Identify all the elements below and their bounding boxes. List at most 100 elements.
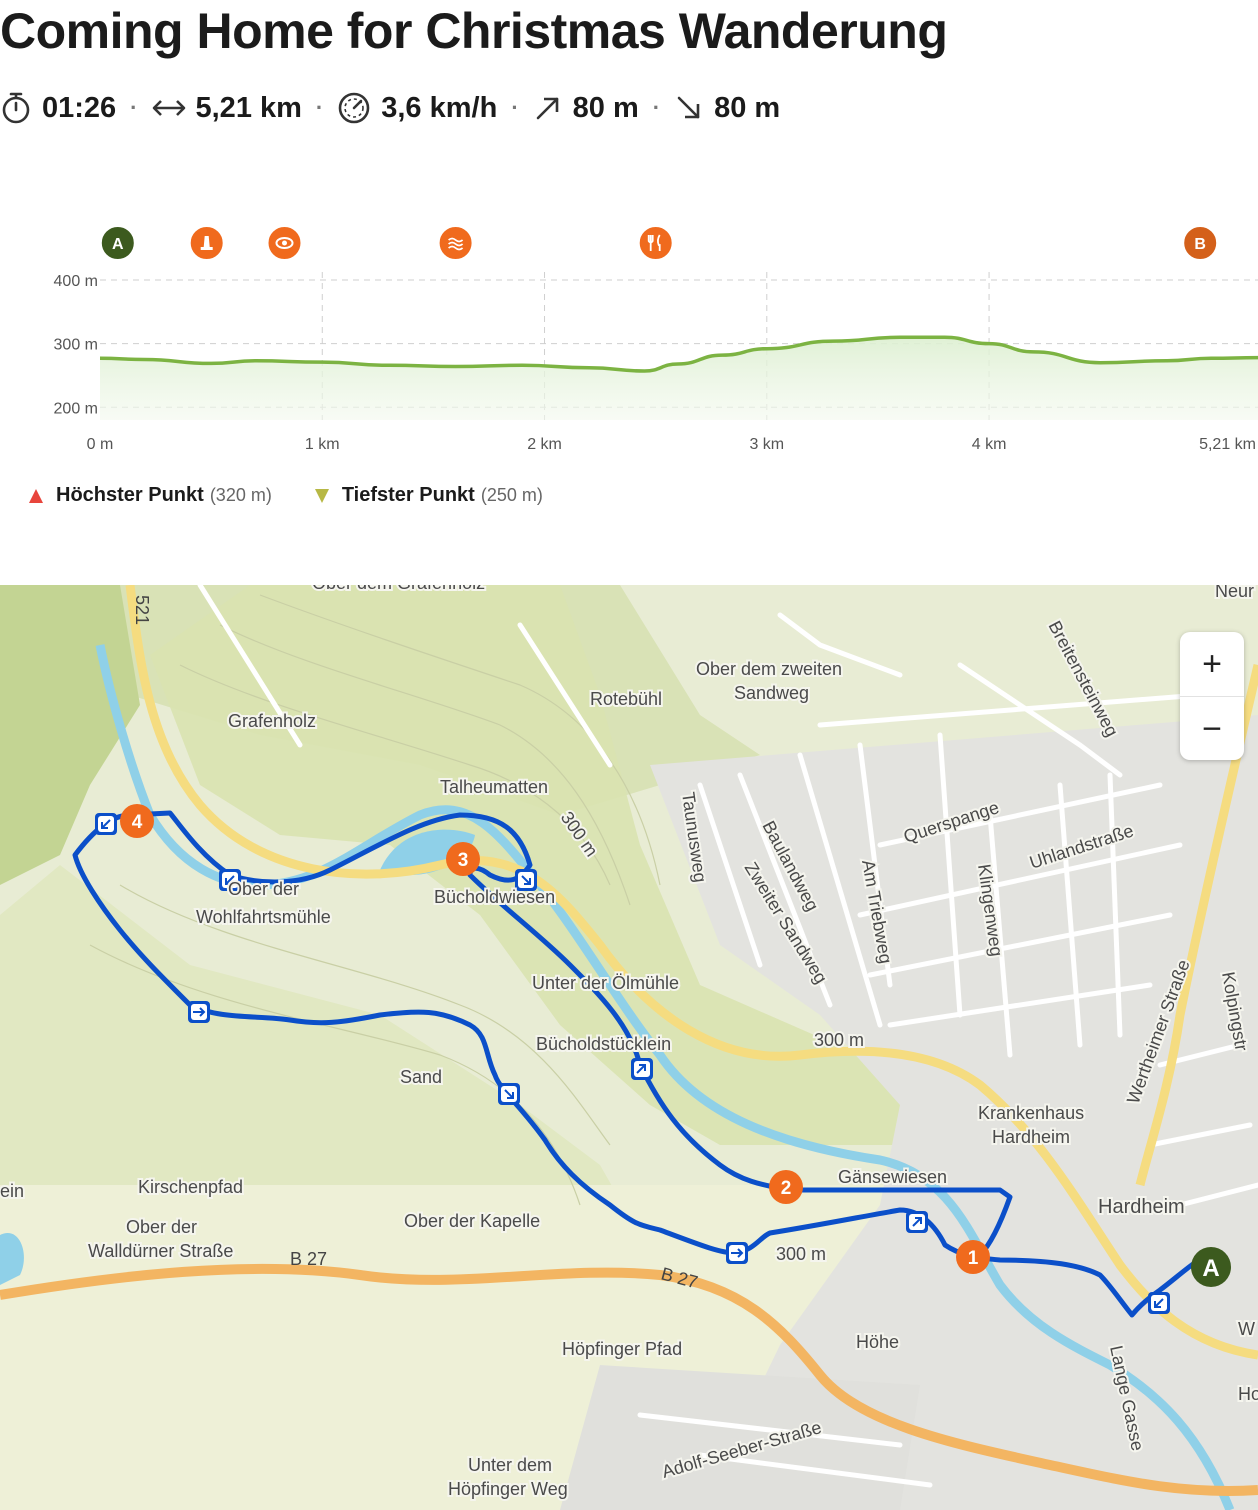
zoom-controls: + −	[1180, 632, 1244, 760]
elevation-profile[interactable]: A B 200 m 300 m 400 m 0 m 1 km 2 km 3 km 4 km 5,2…	[0, 215, 1258, 465]
svg-text:4: 4	[132, 812, 143, 833]
separator: ·	[315, 95, 324, 120]
place-label: Grafenholz	[228, 711, 316, 731]
svg-text:A: A	[112, 236, 124, 253]
river	[95, 644, 1235, 1510]
lowest-point: Tiefster Punkt (250 m)	[314, 484, 543, 507]
separator: ·	[511, 95, 519, 120]
speed-value: 3,6 km/h	[381, 91, 498, 124]
highest-label: Höchster Punkt	[56, 484, 204, 506]
elevation-legend: Höchster Punkt (320 m) Tiefster Punkt (2…	[28, 484, 585, 507]
place-label: Ho	[1238, 1384, 1258, 1404]
place-label: Bücholdwiesen	[434, 887, 555, 907]
ascent-value: 80 m	[572, 91, 639, 124]
stopwatch-icon	[2, 92, 30, 124]
y-tick-label: 300 m	[54, 337, 98, 354]
direction-arrow-icon	[631, 1058, 653, 1080]
elevation-line	[99, 335, 1258, 373]
descent-stat: 80 m	[674, 92, 780, 125]
x-tick-label: 4 km	[972, 436, 1007, 453]
place-label: Höpfinger Weg	[448, 1479, 568, 1499]
waypoint-4[interactable]: 4	[120, 804, 154, 838]
page-title: Coming Home for Christmas Wanderung	[0, 3, 948, 59]
place-label: Sandweg	[734, 683, 809, 703]
road-b27	[0, 1263, 1258, 1496]
waypoint-1[interactable]: 1	[956, 1240, 990, 1274]
waypoint-3[interactable]: 3	[446, 842, 480, 876]
direction-arrow-icon	[726, 1242, 748, 1264]
zoom-in-button[interactable]: +	[1202, 644, 1222, 683]
start-marker[interactable]: A	[1191, 1247, 1231, 1287]
place-label: Ober der	[126, 1217, 197, 1237]
svg-text:A: A	[1202, 1255, 1219, 1282]
map-canvas[interactable]: Ober dem Grafenholz Neur Grafenholz Rote…	[0, 585, 1258, 1510]
duration-stat: 01:26	[0, 91, 116, 125]
monument-icon[interactable]	[188, 225, 225, 261]
direction-markers	[95, 813, 1170, 1314]
place-label: Talheumatten	[440, 777, 548, 797]
svg-text:B: B	[1194, 236, 1206, 253]
end-marker[interactable]: B	[1182, 225, 1219, 261]
duration-value: 01:26	[42, 91, 117, 124]
distance-stat: 5,21 km	[152, 92, 302, 125]
y-tick-label: 400 m	[54, 273, 98, 290]
distance-arrows-icon	[152, 100, 185, 116]
place-label: Kirschenpfad	[138, 1177, 243, 1197]
start-marker[interactable]: A	[99, 225, 136, 261]
place-label: Unter der Ölmühle	[532, 973, 679, 993]
place-label: Unter dem	[468, 1455, 552, 1475]
direction-arrow-icon	[498, 1083, 520, 1105]
pond	[0, 1233, 24, 1285]
x-tick-label: 1 km	[305, 436, 340, 453]
y-tick-label: 200 m	[54, 400, 98, 417]
place-label: Ober dem Grafenholz	[312, 585, 485, 593]
contour-label: 300 m	[776, 1244, 826, 1264]
direction-arrow-icon	[219, 869, 241, 891]
distance-value: 5,21 km	[195, 91, 302, 124]
speed-stat: 3,6 km/h	[337, 91, 497, 125]
lowest-value: (250 m)	[480, 485, 543, 505]
direction-arrow-icon	[906, 1211, 928, 1233]
direction-arrow-icon	[515, 869, 537, 891]
place-label: Neur	[1215, 585, 1254, 601]
descent-value: 80 m	[714, 91, 781, 124]
place-label: W	[1238, 1319, 1255, 1339]
town-label: Hardheim	[1098, 1196, 1185, 1218]
arrow-down-right-icon	[677, 96, 700, 119]
place-label: Krankenhaus	[978, 1103, 1084, 1123]
wertheimer-strasse	[1135, 663, 1258, 1187]
ascent-stat: 80 m	[533, 92, 639, 125]
place-label: ein	[0, 1181, 24, 1201]
place-label: Walldürner Straße	[88, 1241, 233, 1261]
x-tick-label: 3 km	[749, 436, 784, 453]
road-b27a	[125, 585, 1258, 1360]
restaurant-icon[interactable]	[637, 225, 674, 261]
highest-point: Höchster Punkt (320 m)	[28, 484, 272, 507]
x-tick-label: 0 m	[87, 436, 114, 453]
place-label: Höpfinger Pfad	[562, 1339, 682, 1359]
water-icon[interactable]	[437, 225, 474, 261]
speedometer-icon	[338, 92, 370, 124]
direction-arrow-icon	[188, 1001, 210, 1023]
separator: ·	[652, 95, 661, 120]
lowest-label: Tiefster Punkt	[341, 484, 475, 506]
place-label: Gänsewiesen	[838, 1167, 947, 1187]
town-area	[650, 715, 1258, 1510]
contour-label: 300 m	[814, 1030, 864, 1050]
svg-text:3: 3	[458, 850, 469, 871]
field-area	[0, 865, 640, 1245]
route-map[interactable]: Ober dem Grafenholz Neur Grafenholz Rote…	[0, 585, 1258, 1510]
zoom-out-button[interactable]: −	[1180, 696, 1244, 761]
place-label: Rotebühl	[590, 689, 662, 709]
eye-icon[interactable]	[266, 225, 303, 261]
place-label: Ober dem zweiten	[696, 659, 842, 679]
street-network	[197, 585, 1258, 1488]
place-label: Wohlfahrtsmühle	[196, 907, 331, 927]
x-tick-label: 5,21 km	[1199, 436, 1256, 453]
arrow-up-right-icon	[536, 97, 558, 120]
contour-lines	[89, 594, 661, 1206]
highest-value: (320 m)	[209, 485, 272, 505]
place-label: Höhe	[856, 1332, 899, 1352]
town-area	[560, 1365, 920, 1510]
waypoint-2[interactable]: 2	[769, 1170, 803, 1204]
